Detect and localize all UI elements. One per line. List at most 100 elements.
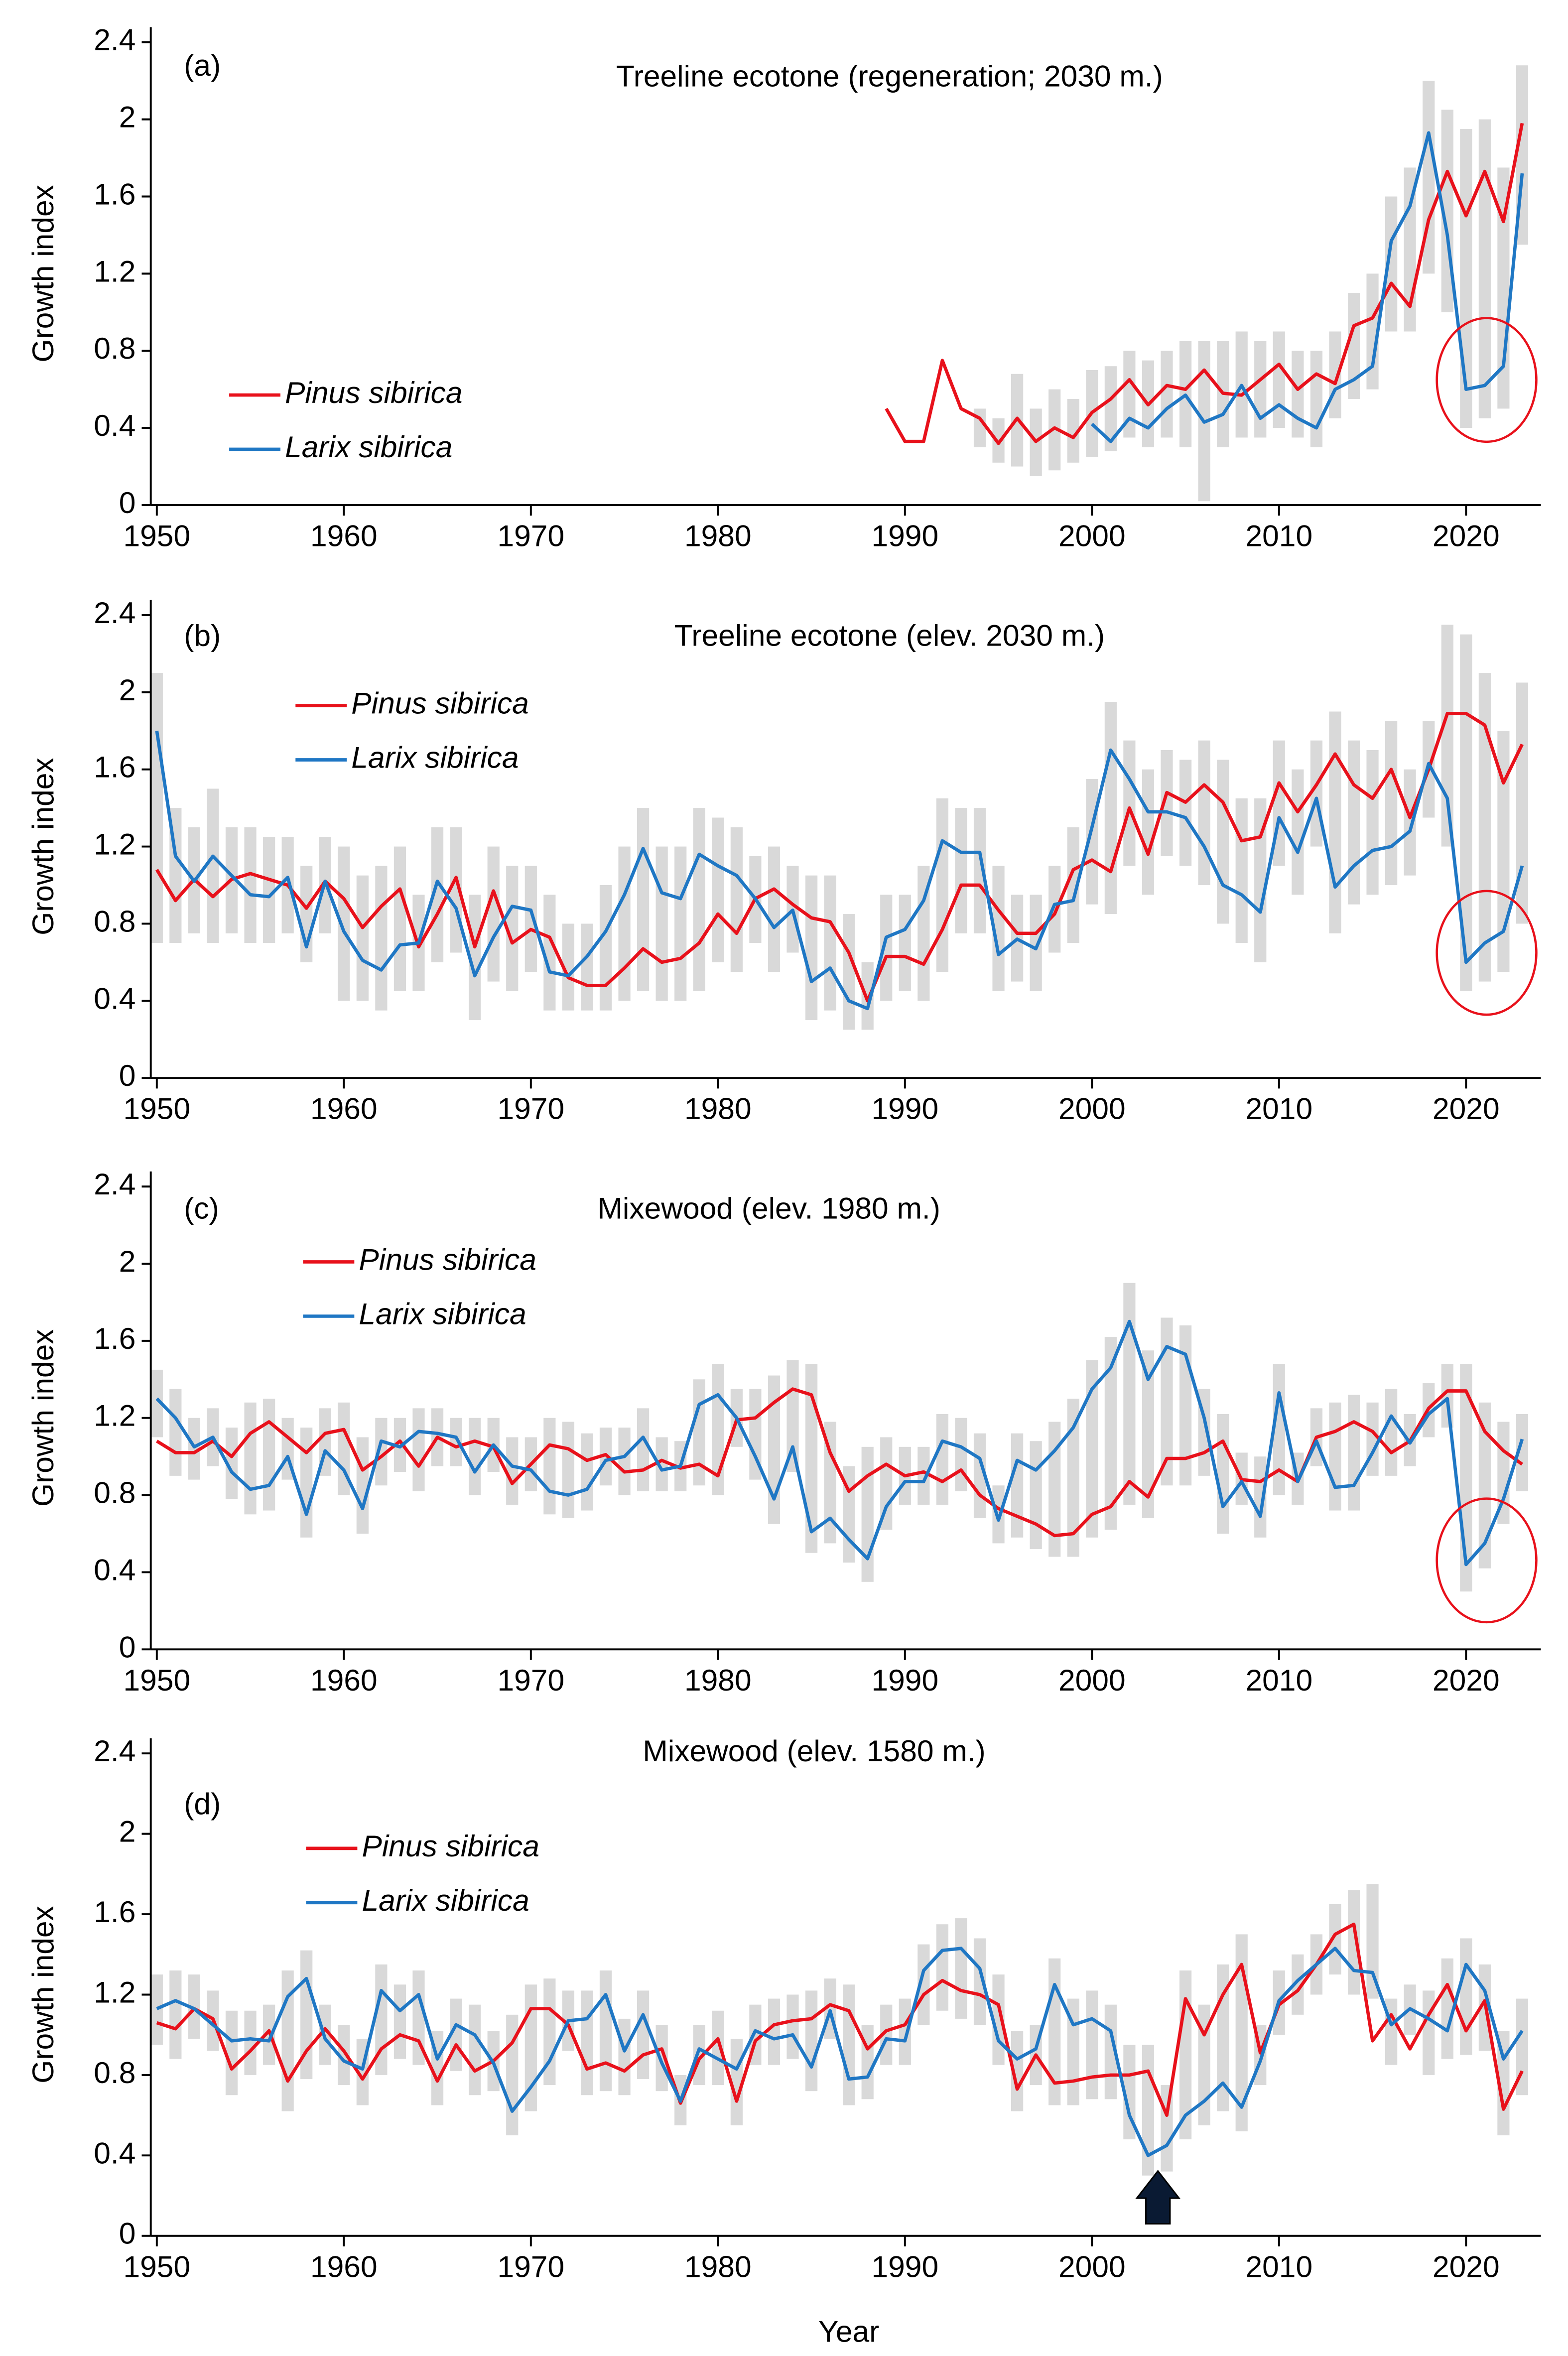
range-bar bbox=[1123, 740, 1136, 866]
x-tick-label: 1960 bbox=[310, 1663, 378, 1697]
range-bar bbox=[1273, 331, 1285, 428]
panel-label: (b) bbox=[184, 618, 221, 652]
range-bar bbox=[1385, 1389, 1398, 1476]
x-tick-label: 1980 bbox=[684, 2249, 752, 2283]
range-bar bbox=[1385, 721, 1398, 885]
range-layer bbox=[150, 65, 1529, 2176]
range-bar bbox=[768, 846, 781, 972]
x-tick-label: 2000 bbox=[1058, 519, 1126, 553]
range-bar bbox=[618, 2018, 631, 2095]
range-bar bbox=[262, 1398, 275, 1511]
x-tick-label: 1970 bbox=[497, 519, 564, 553]
range-bar bbox=[262, 837, 275, 943]
x-tick-label: 1950 bbox=[123, 519, 190, 553]
range-bar bbox=[618, 1428, 631, 1495]
panel-label: (a) bbox=[184, 48, 221, 82]
x-tick-label: 1970 bbox=[497, 1092, 564, 1126]
range-bar bbox=[693, 1379, 705, 1486]
y-axis-label: Growth index bbox=[26, 758, 60, 935]
range-bar bbox=[562, 1422, 575, 1519]
series-line bbox=[156, 1387, 1523, 1538]
range-bar bbox=[1478, 673, 1491, 982]
range-bar bbox=[637, 1408, 650, 1491]
series-line bbox=[156, 1922, 1524, 2117]
range-bar bbox=[207, 788, 219, 943]
range-bar bbox=[936, 798, 949, 972]
chart-title: Mixewood (elev. 1580 m.) bbox=[643, 1734, 985, 1768]
range-bar bbox=[1142, 769, 1155, 895]
series-line bbox=[155, 730, 1524, 1011]
range-bar bbox=[1329, 711, 1341, 933]
range-bar bbox=[1179, 760, 1192, 866]
legend-label: Larix sibirica bbox=[362, 1883, 529, 1917]
range-bar bbox=[805, 875, 818, 1021]
y-tick-label: 2.4 bbox=[94, 23, 135, 57]
range-bar bbox=[936, 1924, 949, 2011]
range-bar bbox=[300, 1428, 313, 1538]
y-tick-label: 0.4 bbox=[94, 408, 135, 442]
legend-label: Larix sibirica bbox=[285, 430, 452, 464]
y-axis-label: Growth index bbox=[26, 185, 60, 363]
y-tick-label: 0.8 bbox=[94, 904, 135, 938]
x-tick-label: 2010 bbox=[1245, 2249, 1312, 2283]
x-tick-label: 1950 bbox=[123, 1663, 190, 1697]
range-bar bbox=[244, 827, 257, 943]
range-bar bbox=[244, 2010, 257, 2075]
y-tick-label: 0 bbox=[119, 486, 136, 520]
y-tick-label: 2 bbox=[119, 100, 136, 134]
x-tick-label: 1990 bbox=[871, 2249, 938, 2283]
range-bar bbox=[1347, 1395, 1360, 1511]
y-tick-label: 0 bbox=[119, 1630, 136, 1664]
arrow bbox=[1135, 2170, 1181, 2225]
range-bar bbox=[955, 1918, 967, 2019]
legend-label: Larix sibirica bbox=[359, 1297, 526, 1330]
range-bar bbox=[150, 1974, 163, 2045]
range-bar bbox=[150, 673, 163, 943]
range-bar bbox=[225, 2010, 238, 2095]
series-line bbox=[1091, 131, 1524, 443]
series-line bbox=[156, 1947, 1524, 2157]
range-bar bbox=[824, 875, 836, 1011]
range-bar bbox=[1198, 740, 1210, 885]
range-bar bbox=[581, 1990, 593, 2095]
legend-label: Pinus sibirica bbox=[362, 1829, 539, 1863]
x-tick-label: 2020 bbox=[1433, 2249, 1500, 2283]
x-tick-label: 1980 bbox=[684, 1092, 752, 1126]
x-tick-label: 1980 bbox=[684, 1663, 752, 1697]
series-line bbox=[155, 712, 1524, 1003]
range-bar bbox=[393, 846, 406, 991]
range-bar bbox=[1292, 351, 1304, 438]
range-bar bbox=[1030, 1441, 1042, 1549]
range-bar bbox=[506, 1437, 519, 1505]
legend-label: Pinus sibirica bbox=[285, 376, 463, 409]
range-bar bbox=[955, 1418, 967, 1491]
range-bar bbox=[581, 1433, 593, 1511]
range-bar bbox=[1048, 866, 1061, 953]
range-bar bbox=[637, 808, 650, 991]
range-bar bbox=[1366, 1402, 1379, 1476]
range-bar bbox=[899, 1998, 911, 2065]
range-bar bbox=[412, 1408, 425, 1491]
range-bar bbox=[1478, 119, 1491, 418]
y-tick-label: 2 bbox=[119, 1815, 136, 1848]
y-tick-label: 2.4 bbox=[94, 1734, 135, 1768]
range-bar bbox=[899, 895, 911, 991]
range-bar bbox=[1516, 682, 1529, 924]
x-tick-label: 1950 bbox=[123, 1092, 190, 1126]
x-tick-label: 1970 bbox=[497, 2249, 564, 2283]
legend-label: Larix sibirica bbox=[351, 740, 519, 774]
range-bar bbox=[805, 1990, 818, 2092]
range-bar bbox=[730, 827, 743, 972]
x-tick-label: 2010 bbox=[1245, 519, 1312, 553]
range-bar bbox=[1086, 1990, 1098, 2099]
x-tick-label: 1960 bbox=[310, 1092, 378, 1126]
series-line bbox=[885, 123, 1524, 445]
y-tick-label: 0 bbox=[119, 2217, 136, 2250]
range-bar bbox=[992, 1485, 1005, 1544]
x-tick-label: 1960 bbox=[310, 2249, 378, 2283]
y-tick-label: 2 bbox=[119, 1244, 136, 1278]
x-tick-label: 2010 bbox=[1245, 1663, 1312, 1697]
range-bar bbox=[393, 1984, 406, 2059]
range-bar bbox=[861, 2025, 874, 2099]
x-tick-label: 2020 bbox=[1433, 1663, 1500, 1697]
